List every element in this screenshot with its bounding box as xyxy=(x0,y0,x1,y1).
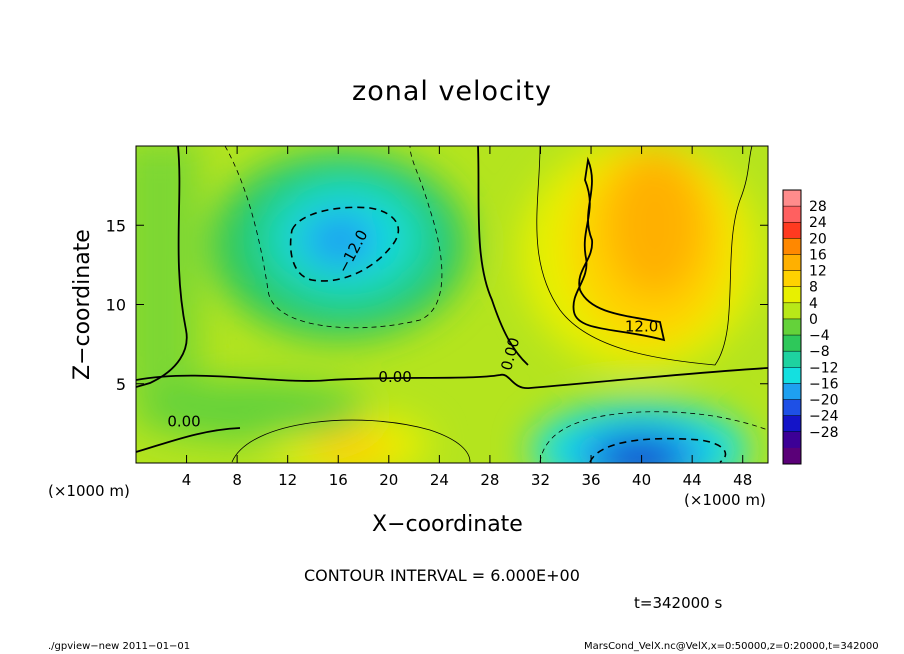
colorbar-swatch xyxy=(783,302,801,320)
chart-title: zonal velocity xyxy=(352,76,552,107)
colorbar-swatch xyxy=(783,238,801,255)
colorbar-tick-label: 12 xyxy=(809,264,827,280)
colorbar-tick-label: −12 xyxy=(809,360,839,376)
x-tick-label: 32 xyxy=(531,471,550,489)
colorbar-tick-label: 24 xyxy=(809,215,827,231)
x-tick-label: 44 xyxy=(683,471,702,489)
colorbar-tick-label: −4 xyxy=(809,328,830,344)
colorbar-swatch xyxy=(783,351,801,368)
x-tick-label: 24 xyxy=(430,471,449,489)
colorbar-tick-label: 16 xyxy=(809,247,827,263)
colorbar-swatch xyxy=(783,447,801,465)
y-axis-label: Z−coordinate xyxy=(70,229,95,380)
y-axis-ticks: 5 10 15 xyxy=(106,216,768,394)
x-tick-label: 20 xyxy=(379,471,398,489)
x-unit-left: (×1000 m) xyxy=(48,482,130,500)
y-tick-label: 15 xyxy=(106,216,126,235)
colorbar-tick-label: 28 xyxy=(809,199,827,215)
contour-label: 0.00 xyxy=(167,413,200,431)
x-tick-label: 40 xyxy=(632,471,651,489)
x-tick-label: 16 xyxy=(329,471,348,489)
colorbar-swatch xyxy=(783,318,801,336)
colorbar-swatch xyxy=(783,222,801,239)
colorbar-swatch xyxy=(783,254,801,272)
colorbar-tick-label: 0 xyxy=(809,312,818,328)
contour-lines xyxy=(136,146,768,463)
time-text: t=342000 s xyxy=(634,594,723,612)
contour-interval-text: CONTOUR INTERVAL = 6.000E+00 xyxy=(304,566,580,585)
y-tick-label: 10 xyxy=(106,296,126,315)
colorbar-swatch xyxy=(783,270,801,288)
contour-label: 12.0 xyxy=(625,317,658,335)
colorbar-swatch xyxy=(783,383,801,401)
colorbar-tick-label: −8 xyxy=(809,344,830,360)
x-tick-label: 48 xyxy=(733,471,752,489)
colorbar-swatch xyxy=(783,190,801,207)
filled-field xyxy=(136,146,768,463)
colorbar-swatch xyxy=(783,431,801,449)
colorbar-swatch xyxy=(783,286,801,304)
colorbar-swatch xyxy=(783,415,801,433)
colorbar-tick-label: 4 xyxy=(809,296,818,312)
colorbar-tick-label: −16 xyxy=(809,376,839,392)
contour-label: 0.00 xyxy=(378,368,411,386)
colorbar-swatch xyxy=(783,399,801,417)
footer-right: MarsCond_VelX.nc@VelX,x=0:50000,z=0:2000… xyxy=(584,641,879,652)
colorbar-tick-label: −24 xyxy=(809,409,839,425)
colorbar-swatch xyxy=(783,335,801,352)
x-axis-ticks: 4 8 12 16 20 24 28 32 36 40 44 48 xyxy=(182,146,752,489)
y-tick-label: 5 xyxy=(116,375,126,394)
colorbar-swatch xyxy=(783,367,801,384)
x-tick-label: 4 xyxy=(182,471,192,489)
colorbar-frame xyxy=(782,189,802,465)
x-unit-right: (×1000 m) xyxy=(684,491,766,509)
colorbar-tick-label: −20 xyxy=(809,393,839,409)
x-tick-label: 36 xyxy=(581,471,600,489)
footer-left: ./gpview−new 2011−01−01 xyxy=(48,641,191,652)
x-tick-label: 8 xyxy=(232,471,242,489)
colorbar-tick-label: 8 xyxy=(809,280,818,296)
x-tick-label: 12 xyxy=(278,471,297,489)
x-axis-label: X−coordinate xyxy=(372,512,523,537)
colorbar-swatch xyxy=(783,206,801,223)
x-tick-label: 28 xyxy=(480,471,499,489)
colorbar-tick-label: −28 xyxy=(809,425,839,441)
colorbar-tick-label: 20 xyxy=(809,231,827,247)
